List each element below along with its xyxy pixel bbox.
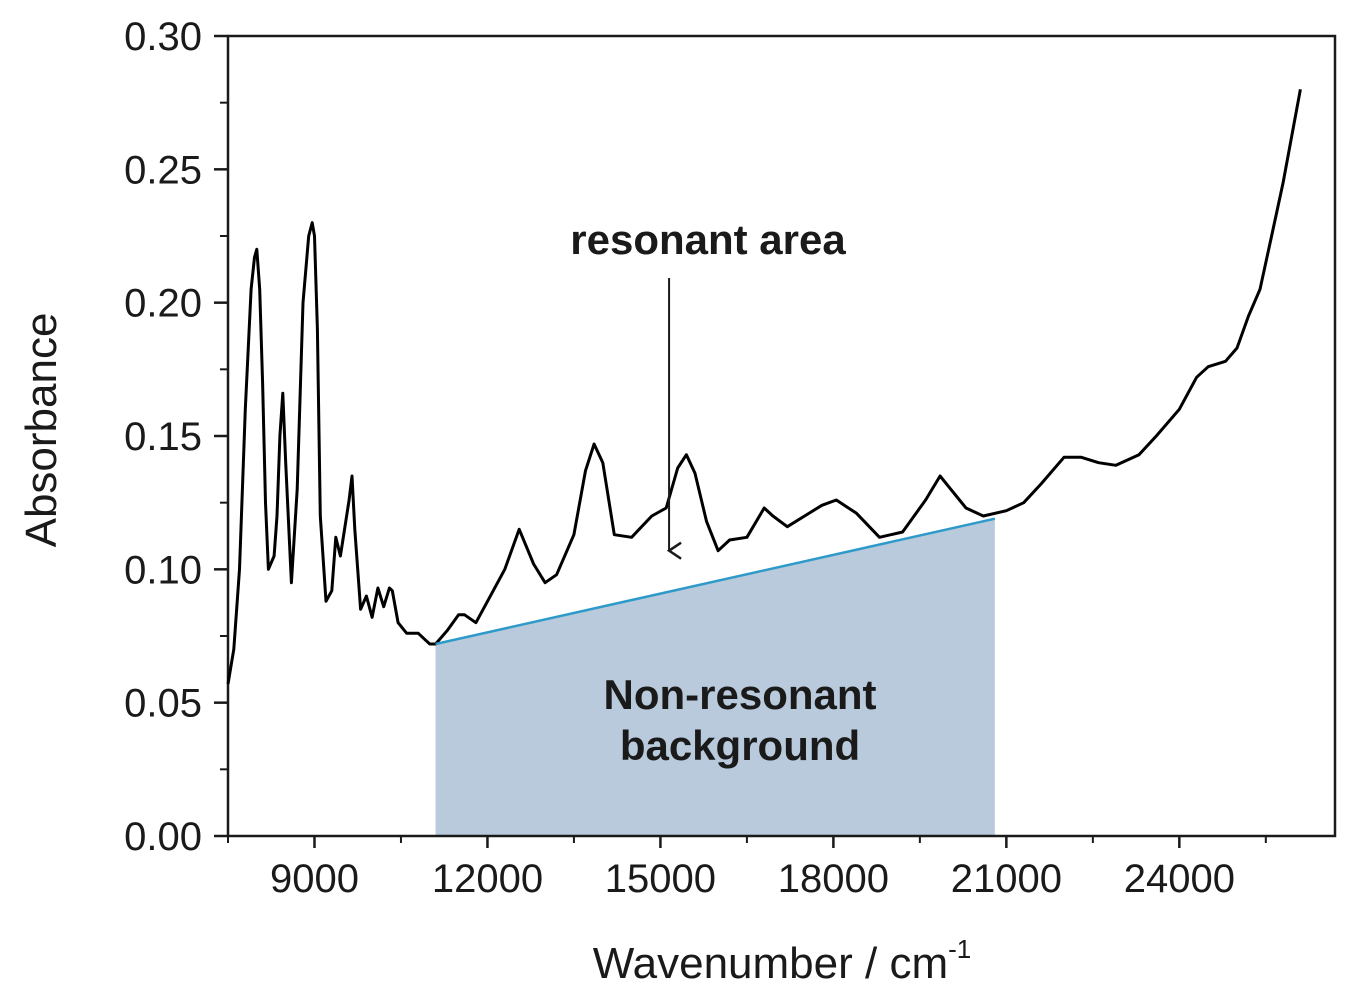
non-resonant-label-line2: background <box>620 722 860 769</box>
baseline-line <box>435 517 996 646</box>
y-tick-label: 0.15 <box>124 415 202 459</box>
x-tick-label: 9000 <box>270 857 359 901</box>
y-tick-label: 0.10 <box>124 548 202 592</box>
x-axis-title-text: Wavenumber / cm <box>593 939 948 988</box>
absorbance-spectrum-line <box>226 89 1302 685</box>
non-resonant-label-line1: Non-resonant <box>604 671 877 718</box>
y-axis-title: Absorbance <box>17 313 66 548</box>
y-tick-label: 0.20 <box>124 282 202 326</box>
x-axis-title-superscript: -1 <box>948 934 971 964</box>
y-tick-label: 0.00 <box>124 815 202 859</box>
x-tick-label: 24000 <box>1124 857 1235 901</box>
y-tick-label: 0.05 <box>124 682 202 726</box>
x-tick-label: 21000 <box>951 857 1062 901</box>
plot-frame <box>226 34 1337 838</box>
x-axis-title: Wavenumber / cm-1 <box>593 934 971 988</box>
x-axis-ticks: 9000 12000 15000 18000 21000 24000 <box>227 836 1267 901</box>
y-axis-ticks: 0.00 0.05 0.10 0.15 0.20 0.25 0.30 <box>124 15 228 859</box>
x-tick-label: 15000 <box>605 857 716 901</box>
x-tick-label: 18000 <box>778 857 889 901</box>
non-resonant-background-area <box>435 518 995 836</box>
y-tick-label: 0.25 <box>124 148 202 192</box>
x-tick-label: 12000 <box>432 857 543 901</box>
y-tick-label: 0.30 <box>124 15 202 59</box>
resonant-area-label: resonant area <box>570 216 846 263</box>
